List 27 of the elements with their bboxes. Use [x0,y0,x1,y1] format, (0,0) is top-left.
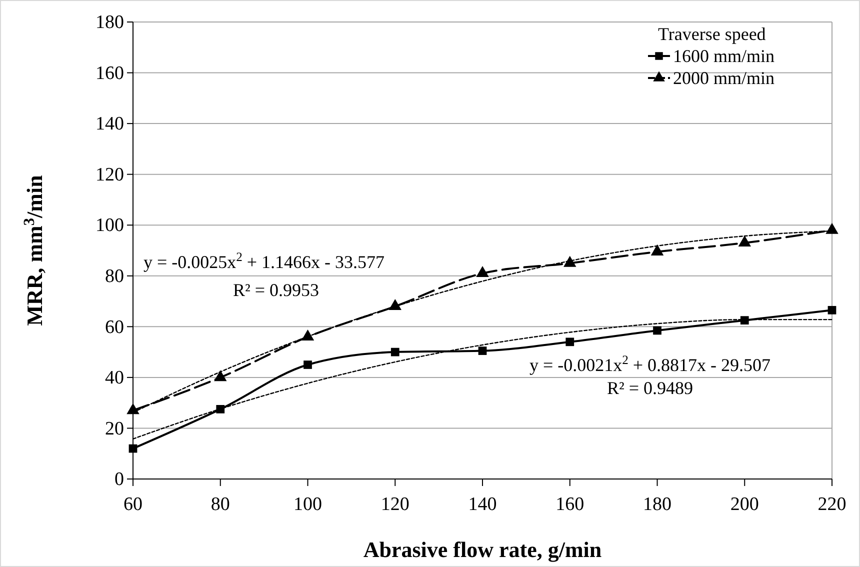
x-axis-title: Abrasive flow rate, g/min [363,537,602,562]
y-tick-label: 140 [96,114,124,135]
y-tick-label: 160 [96,62,124,84]
x-tick-label: 80 [210,494,230,515]
annotation: R² = 0.9489 [606,378,694,398]
annotation: R² = 0.9953 [232,280,320,300]
legend-title: Traverse speed [658,24,766,44]
y-tick-label: 0 [114,469,124,490]
y-tick-label: 120 [96,164,124,186]
y-tick-label: 100 [96,215,124,236]
y-tick-label: 180 [96,12,124,34]
annotation: y = -0.0025x$^{2}$ + 1.1466x - 33.577 [143,250,385,272]
x-tick-label: 140 [468,494,497,515]
legend-label: 1600 mm/min [673,46,775,66]
y-tick-label: 60 [105,316,124,338]
x-tick-label: 160 [556,494,584,515]
x-tick-label: 200 [730,494,759,515]
x-tick-label: 180 [643,494,672,515]
x-tick-label: 120 [380,494,410,515]
y-tick-label: 20 [105,418,124,440]
y-tick-label: 40 [105,368,124,389]
x-tick-label: 100 [294,494,322,515]
legend-label: 2000 mm/min [673,68,775,88]
annotation: y = -0.0021x$^{2}$ + 0.8817x - 29.507 [529,353,771,375]
x-tick-label: 220 [818,494,846,515]
x-tick-label: 60 [124,494,142,515]
y-tick-label: 80 [105,266,124,287]
